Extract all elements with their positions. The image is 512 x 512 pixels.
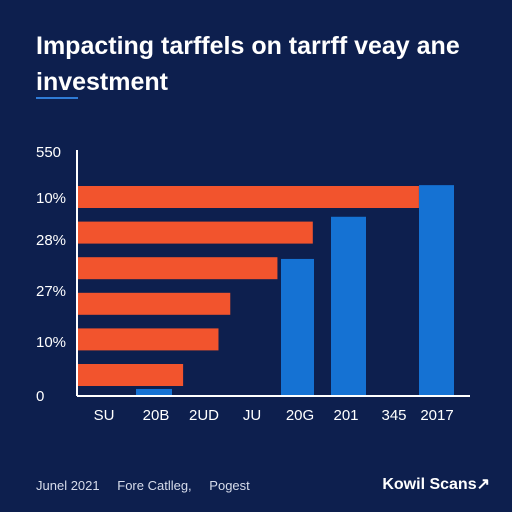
hbar-3 [77,257,278,280]
hbar-6 [77,364,184,386]
vbar-2017 [419,185,454,396]
x-tick-label: SU [94,407,115,424]
y-tick-label: 10% [36,334,66,351]
vbar-20B [136,388,172,396]
vbar-20G [281,258,314,396]
y-tick-label: 28% [36,232,66,249]
footer-source: Fore Catlleg, [117,478,192,493]
y-tick-label: 550 [36,144,61,161]
hbar-1 [77,186,419,208]
y-tick-label: 27% [36,283,66,300]
x-tick-label: JU [243,407,261,424]
chart-title: Impacting tarffels on tarrff veay ane in… [36,32,460,96]
brand-logo: Kowil Scans↗ [382,474,490,494]
x-tick-label: 201 [333,407,358,424]
hbar-5 [77,328,219,351]
footer-date: Junel 2021 [36,478,100,493]
x-tick-label: 345 [381,407,406,424]
arrow-icon: ↗ [476,476,490,493]
brand-name: Kowil Scans [382,476,477,493]
title-underline [36,97,78,99]
x-tick-label: 20B [143,407,170,424]
x-tick-label: 2UD [189,407,219,424]
footer-source-2: Pogest [209,478,250,493]
y-tick-label: 10% [36,190,66,207]
hbar-2 [77,221,313,244]
x-tick-label: 20G [286,407,314,424]
footer: Junel 2021 Fore Catlleg, Pogest [36,478,264,493]
y-tick-label: 0 [36,388,44,405]
hbar-4 [77,292,231,315]
vbar-201 [331,216,366,396]
x-tick-label: 2017 [420,407,453,424]
